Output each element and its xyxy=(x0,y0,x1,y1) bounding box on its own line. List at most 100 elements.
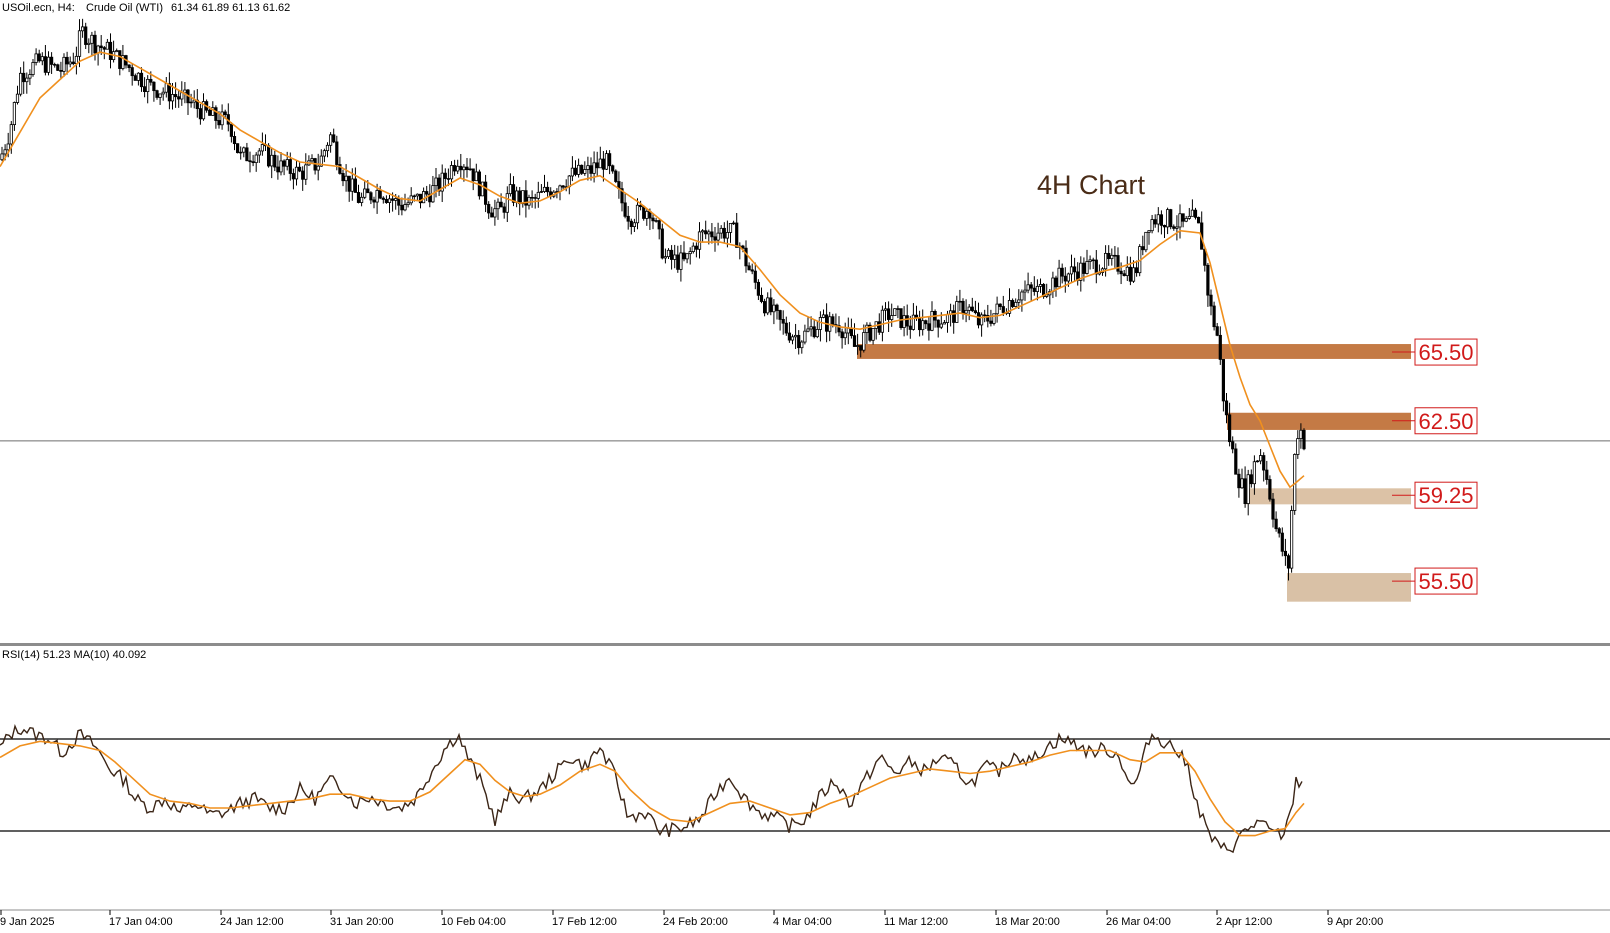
candle-body xyxy=(639,204,643,208)
candle-body xyxy=(167,83,171,102)
candle-body xyxy=(198,108,202,120)
candle-body xyxy=(127,64,131,69)
candle-body xyxy=(794,334,798,338)
candle-body xyxy=(642,206,646,219)
candle-body xyxy=(716,232,720,241)
candle-body xyxy=(65,56,69,65)
candle-body xyxy=(1268,479,1272,500)
candle-body xyxy=(620,188,624,204)
candle-body xyxy=(465,166,469,171)
candle-body xyxy=(1197,216,1201,224)
candle-body xyxy=(381,197,385,200)
candle-body xyxy=(170,94,175,102)
candle-body xyxy=(1020,291,1024,301)
candle-body xyxy=(1029,284,1033,289)
candle-body xyxy=(1166,209,1170,228)
candle-body xyxy=(573,167,578,175)
candle-body xyxy=(1159,214,1163,226)
candle-body xyxy=(1218,334,1222,360)
candle-body xyxy=(139,72,144,88)
candle-body xyxy=(239,151,243,154)
candle-body xyxy=(28,74,32,79)
candle-body xyxy=(846,327,850,334)
candle-body xyxy=(1035,285,1039,292)
candle-body xyxy=(682,252,686,260)
candle-body xyxy=(403,204,407,211)
candle-body xyxy=(493,208,497,218)
level-label-box-65.50 xyxy=(1414,338,1478,366)
candle-body xyxy=(474,171,478,182)
candle-body xyxy=(1271,498,1275,520)
candle-body xyxy=(1014,301,1018,307)
candle-body xyxy=(294,166,299,180)
candle-body xyxy=(452,165,457,172)
candle-body xyxy=(1175,226,1179,229)
candle-body xyxy=(673,254,677,260)
candle-body xyxy=(790,336,795,341)
candle-body xyxy=(598,158,602,169)
candle-body xyxy=(50,56,54,65)
candle-body xyxy=(899,308,903,328)
candle-body xyxy=(744,247,748,267)
candle-body xyxy=(939,323,943,328)
candle-body xyxy=(214,107,218,121)
candle-body xyxy=(251,161,255,164)
candle-body xyxy=(722,227,726,239)
candle-body xyxy=(1104,252,1108,270)
candle-body xyxy=(735,222,739,248)
candle-body xyxy=(415,193,420,197)
candle-body xyxy=(778,310,782,320)
candle-body xyxy=(1274,518,1278,530)
x-tick-label: 31 Jan 20:00 xyxy=(330,916,394,928)
candle-body xyxy=(1224,400,1229,416)
candle-body xyxy=(1190,209,1194,217)
chart-header-ohlc: 61.34 61.89 61.13 61.62 xyxy=(171,2,290,14)
candle-body xyxy=(496,201,500,210)
candle-body xyxy=(3,149,7,155)
candle-body xyxy=(235,143,240,154)
candle-body xyxy=(893,308,897,317)
candle-body xyxy=(608,153,612,167)
candle-body xyxy=(93,34,97,54)
candle-body xyxy=(1141,246,1145,251)
candle-body xyxy=(508,184,513,195)
candle-body xyxy=(704,230,708,235)
candle-body xyxy=(1299,429,1303,439)
candle-body xyxy=(890,315,894,320)
chart-header-symbol: USOil.ecn, H4: xyxy=(2,2,75,14)
candle-body xyxy=(1128,266,1132,282)
candle-body xyxy=(152,81,156,92)
candle-body xyxy=(6,143,10,151)
chart-header-instrument: Crude Oil (WTI) xyxy=(86,2,163,14)
candle-body xyxy=(542,186,547,192)
candle-body xyxy=(577,164,581,175)
candle-body xyxy=(18,72,23,95)
candle-body xyxy=(341,173,345,182)
candle-body xyxy=(1206,264,1210,296)
candle-body xyxy=(701,230,705,233)
candle-body xyxy=(332,134,336,143)
candle-body xyxy=(1144,231,1148,251)
candle-body xyxy=(1240,478,1244,489)
candle-body xyxy=(0,153,4,161)
candle-body xyxy=(1252,461,1256,485)
candle-body xyxy=(1237,473,1241,489)
candle-body xyxy=(604,153,609,170)
candle-body xyxy=(821,314,826,318)
candle-body xyxy=(583,169,587,174)
x-tick-label: 9 Apr 20:00 xyxy=(1327,916,1383,928)
candle-body xyxy=(425,191,429,195)
candle-body xyxy=(480,181,485,197)
candle-body xyxy=(1262,455,1266,471)
candle-body xyxy=(189,101,193,104)
candle-body xyxy=(505,193,509,213)
candle-body xyxy=(763,301,767,314)
candle-body xyxy=(759,294,764,302)
candle-body xyxy=(211,107,215,116)
candle-body xyxy=(1280,532,1284,552)
candle-body xyxy=(1228,414,1232,443)
candle-body xyxy=(456,165,460,172)
candle-body xyxy=(1221,359,1225,402)
candle-body xyxy=(595,162,599,169)
